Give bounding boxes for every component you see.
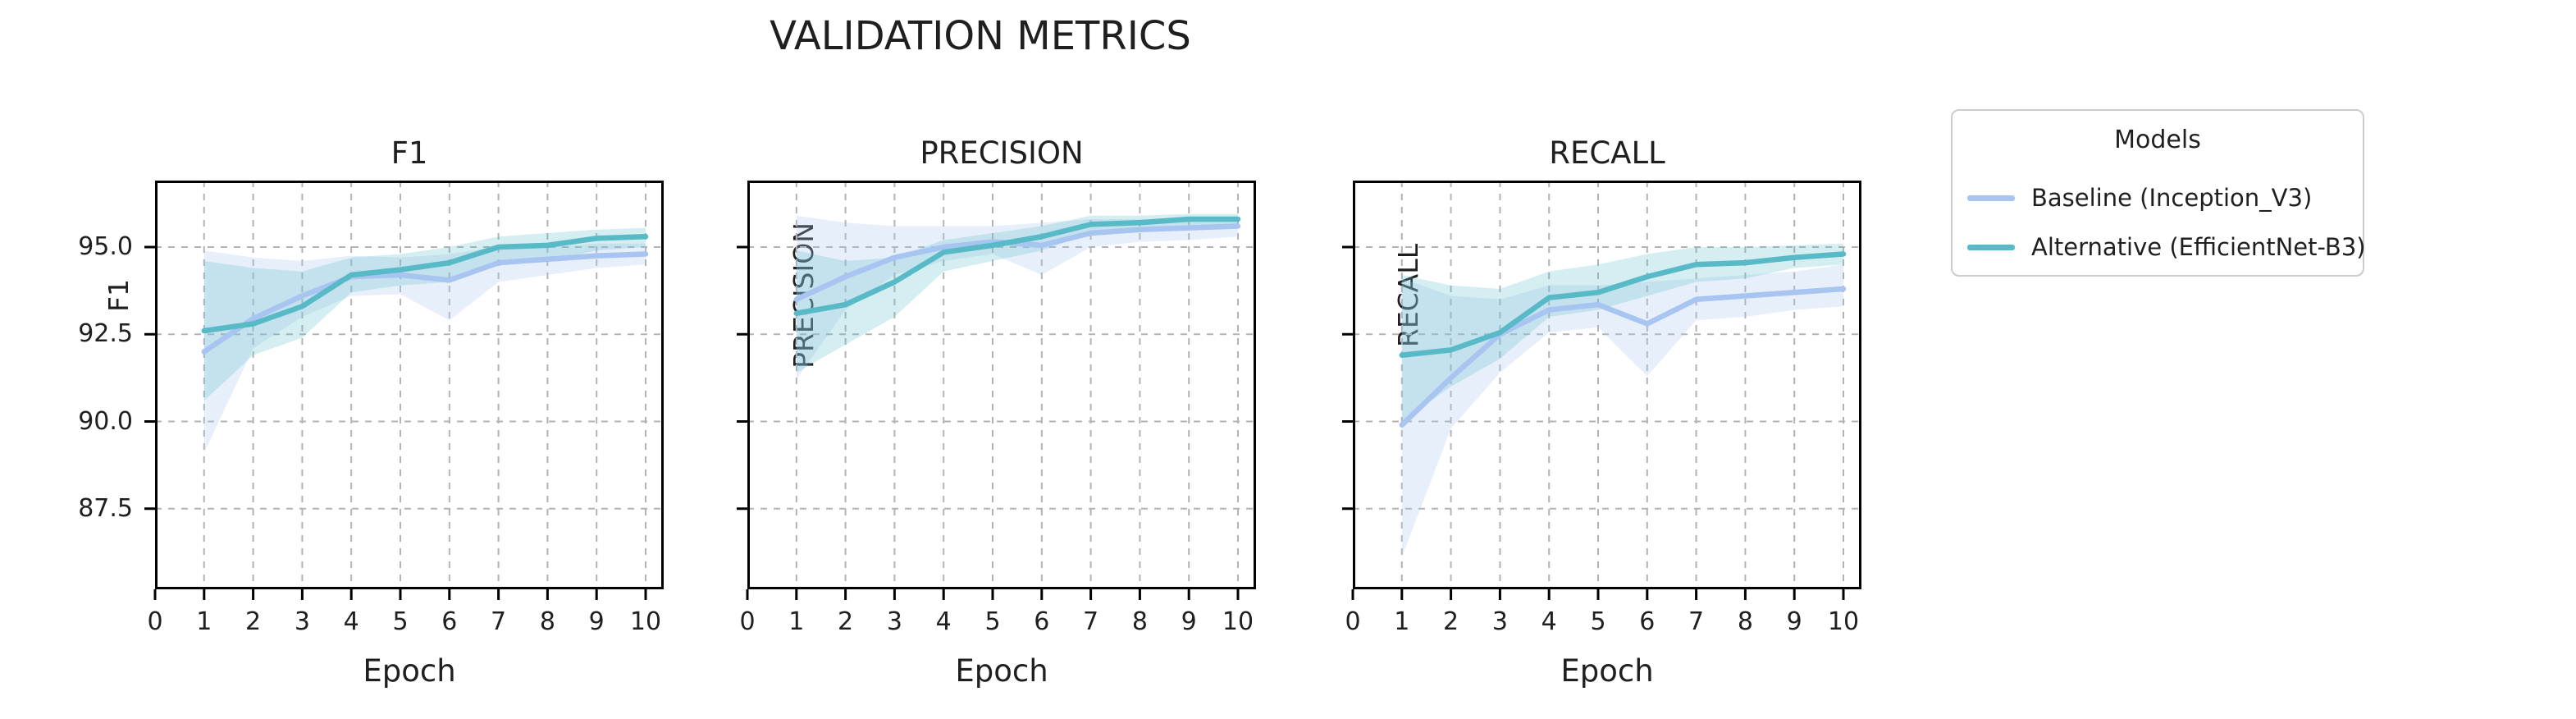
x-tick-label: 10 [1222, 607, 1254, 636]
alternative-line-swatch-icon [1967, 244, 2015, 250]
precision-plot-title: PRECISION [920, 135, 1084, 171]
x-tick-label: 8 [1737, 607, 1753, 636]
models-legend: Models Baseline (Inception_V3) Alternati… [1951, 109, 2366, 277]
x-tick-label: 9 [1786, 607, 1802, 636]
baseline-line [201, 251, 649, 355]
precision-x-axis-label: Epoch [955, 653, 1048, 689]
plot-spines [155, 181, 664, 589]
x-tick-label: 3 [886, 607, 902, 636]
x-tick-label: 1 [1394, 607, 1410, 636]
alternative-line [201, 234, 649, 334]
x-tick-label: 1 [196, 607, 212, 636]
x-tick-label: 5 [392, 607, 409, 636]
alternative-line [1399, 251, 1847, 358]
x-tick-label: 2 [1443, 607, 1459, 636]
x-tick-label: 6 [1034, 607, 1050, 636]
x-tick-label: 9 [588, 607, 605, 636]
x-tick-label: 5 [984, 607, 1001, 636]
x-tick-label: 9 [1181, 607, 1197, 636]
legend-entry-baseline: Baseline (Inception_V3) [1967, 183, 2354, 213]
f1-x-axis-label: Epoch [363, 653, 456, 689]
x-tick-label: 0 [739, 607, 756, 636]
baseline-line-swatch-icon [1967, 195, 2015, 201]
legend-label-baseline: Baseline (Inception_V3) [2031, 184, 2313, 212]
x-tick-label: 7 [1688, 607, 1705, 636]
x-tick-label: 3 [294, 607, 310, 636]
x-tick-label: 1 [788, 607, 805, 636]
f1-y-axis-label: F1 [103, 279, 135, 312]
baseline-ci-band [1401, 264, 1843, 558]
y-tick-label: 92.5 [78, 319, 133, 349]
x-tick-label: 2 [838, 607, 854, 636]
x-tick-label: 4 [343, 607, 359, 636]
x-tick-label: 10 [1827, 607, 1860, 636]
x-tick-label: 0 [1345, 607, 1361, 636]
recall-x-axis-label: Epoch [1560, 653, 1654, 689]
plot-spines [747, 181, 1256, 589]
recall-plot-title: RECALL [1549, 135, 1665, 171]
x-tick-label: 4 [935, 607, 952, 636]
plot-spines [1353, 181, 1861, 589]
x-tick-label: 4 [1541, 607, 1557, 636]
x-tick-label: 6 [441, 607, 458, 636]
alternative-ci-band [203, 227, 646, 401]
alternative-ci-band [1401, 243, 1843, 422]
figure-suptitle: VALIDATION METRICS [770, 13, 1191, 59]
recall-plot-area [1342, 181, 1861, 600]
x-tick-label: 0 [147, 607, 163, 636]
x-tick-label: 5 [1590, 607, 1606, 636]
x-tick-label: 10 [629, 607, 662, 636]
y-tick-label: 90.0 [78, 406, 133, 436]
precision-plot-area [737, 181, 1256, 600]
x-tick-label: 2 [245, 607, 262, 636]
baseline-line [1399, 286, 1847, 428]
x-tick-label: 7 [1083, 607, 1099, 636]
legend-entry-alternative: Alternative (EfficientNet-B3) [1967, 232, 2366, 262]
x-tick-label: 7 [491, 607, 507, 636]
f1-plot-area [144, 181, 664, 600]
y-tick-label: 95.0 [78, 232, 133, 261]
legend-label-alternative: Alternative (EfficientNet-B3) [2031, 233, 2366, 261]
y-tick-label: 87.5 [78, 493, 133, 523]
x-tick-label: 8 [1131, 607, 1148, 636]
x-tick-label: 8 [539, 607, 555, 636]
x-tick-label: 6 [1639, 607, 1656, 636]
legend-title: Models [2114, 126, 2201, 154]
x-tick-label: 3 [1491, 607, 1508, 636]
f1-plot-title: F1 [391, 135, 428, 171]
alternative-line [793, 216, 1241, 316]
